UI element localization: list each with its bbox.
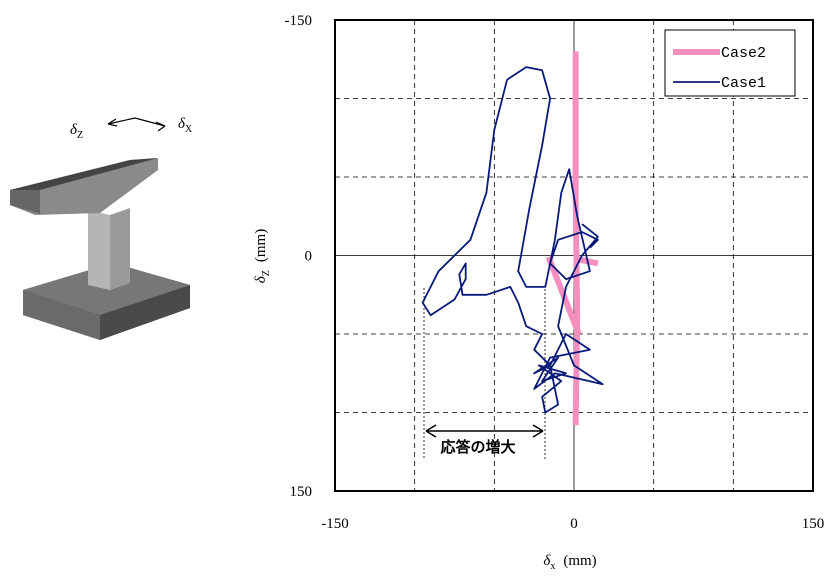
y-label-unit: (mm) — [253, 229, 269, 262]
z-sub: Z — [77, 130, 83, 141]
y-tick-label: 150 — [290, 484, 313, 500]
annotation: 応答の増大 — [440, 438, 515, 456]
y-axis-label: δZ(mm) — [253, 229, 272, 283]
z-dir-label: δZ — [70, 122, 83, 141]
x-dir-label: δX — [178, 116, 193, 135]
legend-label: Case2 — [721, 45, 766, 62]
annotation-guides — [424, 285, 545, 460]
x-axis-label: δx(mm) — [543, 553, 596, 572]
x-tick-label: 150 — [802, 516, 825, 532]
y-label-sub: Z — [261, 270, 272, 276]
legend-label: Case1 — [721, 75, 766, 92]
x-tick-label: 0 — [570, 516, 578, 532]
direction-arrow — [108, 118, 165, 131]
x-sub: X — [185, 124, 193, 135]
x-label-sub: x — [550, 561, 555, 572]
y-tick-label: -150 — [285, 13, 313, 29]
x-tick-label: -150 — [321, 516, 349, 532]
chart: δZ δX δx(mm) δZ(mm) 応答の増大 -1500150-15001… — [0, 0, 826, 576]
y-tick-label: 0 — [305, 249, 313, 265]
x-label-unit: (mm) — [563, 553, 596, 569]
pier-illustration — [10, 158, 190, 340]
